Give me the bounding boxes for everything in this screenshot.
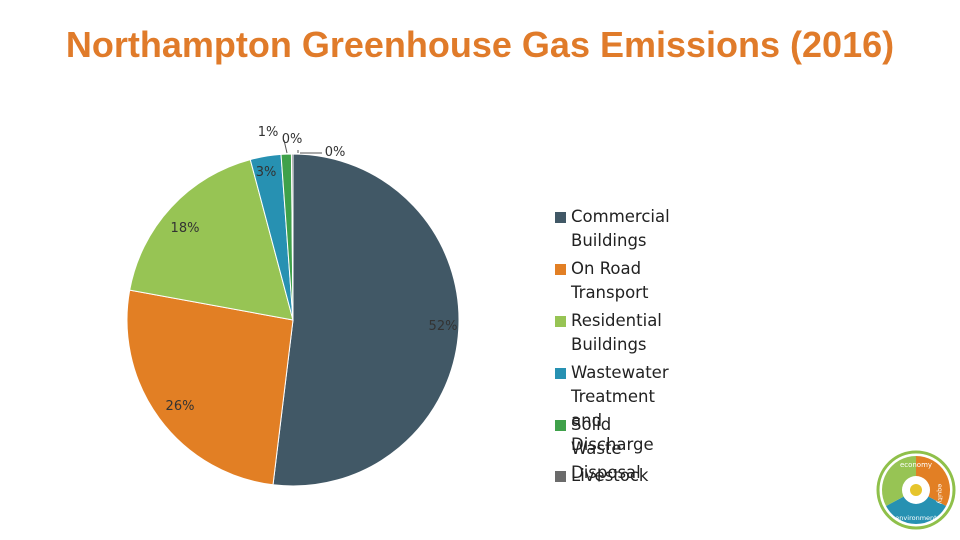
legend-item: Residential Buildings xyxy=(555,309,662,357)
legend-label: Residential Buildings xyxy=(571,311,662,354)
slice-label-livestock: 0% xyxy=(282,132,303,147)
legend-item: Commercial Buildings xyxy=(555,205,670,253)
slice-label-extra: 0% xyxy=(325,145,346,160)
legend-label: Solid Waste Disposal xyxy=(571,415,641,482)
pie-slice-on-road-transport xyxy=(126,289,294,486)
legend-label: Commercial Buildings xyxy=(571,207,670,250)
legend-label: On Road Transport xyxy=(571,259,649,302)
legend-swatch xyxy=(555,316,566,327)
legend-swatch xyxy=(555,420,566,431)
pie-slice-commercial-buildings xyxy=(272,153,460,487)
legend-item: On Road Transport xyxy=(555,257,648,305)
legend-label: Wastewater Treatment and Discharge xyxy=(571,363,669,454)
slice-label-wastewater-treatment-and-discharge: 3% xyxy=(256,165,277,180)
logo-text-right: equity xyxy=(936,484,944,505)
legend-item: Wastewater Treatment and Discharge xyxy=(555,361,669,457)
leader-line xyxy=(283,139,288,154)
pie-slice-livestock xyxy=(290,153,294,321)
logo-text-bottom: environment xyxy=(895,514,937,522)
slice-label-commercial-buildings: 52% xyxy=(429,319,458,334)
legend-swatch xyxy=(555,264,566,275)
legend-swatch xyxy=(555,368,566,379)
slice-label-on-road-transport: 26% xyxy=(166,399,195,414)
legend-item: Solid Waste Disposal xyxy=(555,413,641,485)
slice-label-residential-buildings: 18% xyxy=(171,221,200,236)
legend-label: Livestock xyxy=(571,466,649,485)
logo-text-top: economy xyxy=(900,461,932,469)
pie-slice-residential-buildings xyxy=(129,158,294,321)
chart-title: Northampton Greenhouse Gas Emissions (20… xyxy=(65,24,895,65)
legend-swatch xyxy=(555,212,566,223)
legend-item: Livestock xyxy=(555,464,648,488)
legend-swatch xyxy=(555,471,566,482)
slice-label-solid-waste-disposal: 1% xyxy=(258,125,279,140)
sustainability-logo: economy environment equity xyxy=(876,450,956,530)
